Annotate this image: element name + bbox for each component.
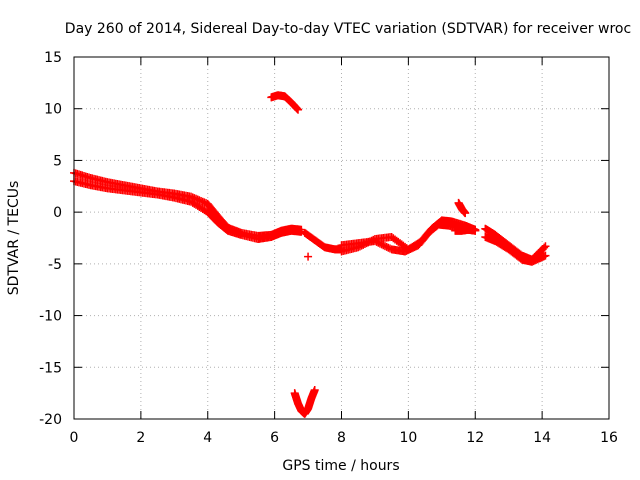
data-point xyxy=(471,226,480,235)
y-tick-label: -20 xyxy=(39,412,62,428)
axis-ticks xyxy=(73,56,610,420)
y-tick-label: 5 xyxy=(53,153,62,169)
x-tick-label: 10 xyxy=(399,430,417,446)
data-point xyxy=(540,243,549,252)
data-point xyxy=(541,242,550,251)
data-point xyxy=(461,209,470,218)
x-tick-label: 16 xyxy=(600,430,618,446)
x-tick-label: 0 xyxy=(70,430,79,446)
data-points xyxy=(70,91,550,418)
x-tick-label: 4 xyxy=(203,430,212,446)
x-tick-label: 6 xyxy=(270,430,279,446)
tick-labels: 0 2 4 6 8 10 12 14 16 15 10 5 0 -5 -10 -15 -20 xyxy=(39,50,618,446)
x-tick-label: 2 xyxy=(136,430,145,446)
data-point xyxy=(310,386,319,395)
x-tick-label: 8 xyxy=(337,430,346,446)
y-tick-label: 0 xyxy=(53,205,62,221)
y-axis-label: SDTVAR / TECUs xyxy=(6,181,22,296)
data-point xyxy=(304,252,313,261)
x-tick-label: 14 xyxy=(533,430,551,446)
y-tick-label: -5 xyxy=(48,257,62,273)
y-tick-label: -10 xyxy=(39,309,62,325)
x-axis-label: GPS time / hours xyxy=(282,458,399,474)
data-point xyxy=(541,251,550,260)
y-tick-label: 10 xyxy=(44,102,62,118)
x-tick-label: 12 xyxy=(466,430,484,446)
grid-lines xyxy=(74,57,609,419)
chart-title: Day 260 of 2014, Sidereal Day-to-day VTE… xyxy=(65,21,631,37)
data-point xyxy=(294,105,303,114)
y-tick-label: 15 xyxy=(44,50,62,66)
y-tick-label: -15 xyxy=(39,360,62,376)
